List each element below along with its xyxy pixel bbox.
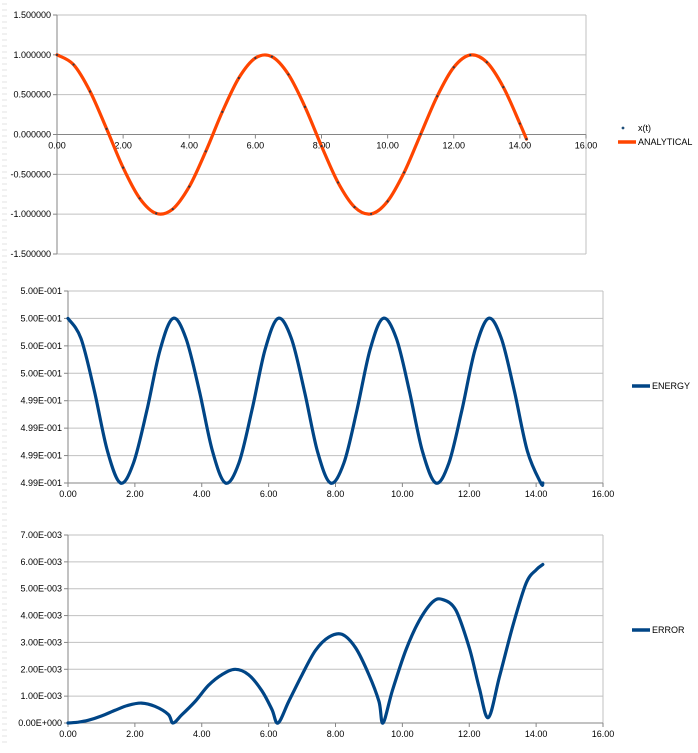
y-tick-label: 1.00E-003 (20, 691, 62, 701)
data-point-xt-overlay (155, 212, 158, 215)
data-point-xt-overlay (138, 197, 141, 200)
data-point-xt-overlay (204, 150, 207, 153)
data-point-xt-overlay (287, 73, 290, 76)
data-point-xt-overlay (270, 55, 274, 58)
y-tick-label: 5.00E-001 (20, 341, 62, 351)
data-point-xt-overlay (452, 66, 455, 69)
data-point-xt-overlay (469, 53, 472, 57)
y-tick-label: 4.99E-001 (20, 396, 62, 406)
y-tick-label: 4.99E-001 (20, 423, 62, 433)
x-tick-label: 6.00 (260, 729, 278, 739)
x-tick-label: 2.00 (126, 489, 144, 499)
margin-dashes (2, 3, 7, 743)
y-tick-label: 5.00E-003 (20, 584, 62, 594)
x-tick-label: 10.00 (391, 729, 414, 739)
data-point-xt-overlay (303, 105, 307, 108)
data-point-xt-overlay (369, 212, 373, 216)
data-point-xt-overlay (436, 95, 439, 98)
y-tick-label: 1.500000 (13, 10, 51, 20)
x-tick-label: 0.00 (59, 489, 77, 499)
x-tick-label: 2.00 (126, 729, 144, 739)
data-point-xt-overlay (386, 200, 389, 203)
data-point-xt-overlay (525, 138, 528, 141)
data-point-xt-overlay (353, 205, 356, 209)
data-point-xt-overlay (237, 76, 240, 80)
y-tick-label: -0.500000 (10, 169, 51, 179)
x-tick-label: 8.00 (327, 729, 345, 739)
series-line-energy (66, 316, 545, 487)
data-point-xt-overlay (485, 61, 488, 64)
data-point-xt-overlay (72, 63, 75, 66)
x-tick-label: 0.00 (48, 141, 66, 151)
y-tick-label: 2.00E-003 (20, 664, 62, 674)
energy-chart: 5.00E-001 5.00E-001 5.00E-001 5.00E-001 4.99… (20, 286, 690, 499)
data-point-xt-overlay (254, 56, 257, 60)
data-point-xt-overlay (403, 171, 406, 174)
y-tick-label: 7.00E-003 (20, 530, 62, 540)
x-tick-label: 12.00 (458, 729, 481, 739)
y-tick-label: 0.000000 (13, 130, 51, 140)
x-tick-label: 16.00 (592, 729, 615, 739)
y-tick-label: 0.00E+000 (18, 718, 62, 728)
x-tick-label: 4.00 (180, 141, 198, 151)
data-point-xt-overlay (518, 122, 521, 125)
y-tick-label: -1.000000 (10, 209, 51, 219)
y-tick-label: 4.99E-001 (20, 451, 62, 461)
data-point-xt-overlay (88, 90, 92, 93)
x-tick-label: 4.00 (193, 489, 211, 499)
y-tick-label: 5.00E-001 (20, 313, 62, 323)
legend-label-analytical: ANALYTICAL (638, 137, 692, 147)
x-tick-label: 6.00 (260, 489, 278, 499)
data-point-xt-overlay (188, 185, 191, 188)
data-point-xt-overlay (221, 110, 224, 113)
data-point-xt-overlay (122, 166, 125, 169)
x-tick-label: 14.00 (525, 729, 548, 739)
data-point-xt-overlay (419, 133, 422, 136)
x-tick-label: 0.00 (59, 729, 77, 739)
error-chart: 7.00E-003 6.00E-003 5.00E-003 4.00E-003 3.00… (18, 530, 685, 739)
x-tick-label: 8.00 (327, 489, 345, 499)
y-tick-label: -1.500000 (10, 249, 51, 259)
x-tick-label: 10.00 (391, 489, 414, 499)
x-tick-label: 2.00 (114, 141, 132, 151)
series-line-analytical (55, 53, 529, 216)
position-chart: 1.500000 1.000000 0.500000 0.000000 -0.50000… (10, 10, 692, 259)
y-tick-label: 5.00E-001 (20, 286, 62, 296)
y-tick-label: 3.00E-003 (20, 637, 62, 647)
x-tick-label: 10.00 (376, 141, 399, 151)
data-point-xt-overlay (171, 207, 174, 211)
x-tick-label: 14.00 (525, 489, 548, 499)
series-line-error (66, 562, 545, 725)
data-point-xt-overlay (502, 85, 505, 89)
data-point-xt-overlay (105, 127, 108, 130)
x-tick-label: 6.00 (247, 141, 265, 151)
y-tick-label: 1.000000 (13, 50, 51, 60)
x-tick-label: 12.00 (442, 141, 465, 151)
y-tick-label: 6.00E-003 (20, 557, 62, 567)
y-tick-label: 5.00E-001 (20, 368, 62, 378)
legend: x(t) ANALYTICAL (618, 123, 692, 147)
legend-label-error: ERROR (652, 625, 685, 635)
legend-label-energy: ENERGY (652, 381, 690, 391)
data-point-xt-overlay (320, 145, 323, 148)
y-tick-label: 4.99E-001 (20, 478, 62, 488)
data-point-xt-overlay (55, 53, 59, 56)
legend: ERROR (632, 625, 685, 635)
y-tick-label: 4.00E-003 (20, 611, 62, 621)
x-tick-label: 16.00 (592, 489, 615, 499)
x-tick-label: 12.00 (458, 489, 481, 499)
x-tick-label: 4.00 (193, 729, 211, 739)
data-point-xt-overlay (336, 181, 340, 184)
x-tick-label: 14.00 (509, 141, 532, 151)
legend: ENERGY (632, 381, 690, 391)
legend-label-x-t: x(t) (638, 123, 651, 133)
x-tick-label: 16.00 (575, 141, 598, 151)
legend-marker-x-t (621, 126, 625, 130)
y-tick-label: 0.500000 (13, 90, 51, 100)
